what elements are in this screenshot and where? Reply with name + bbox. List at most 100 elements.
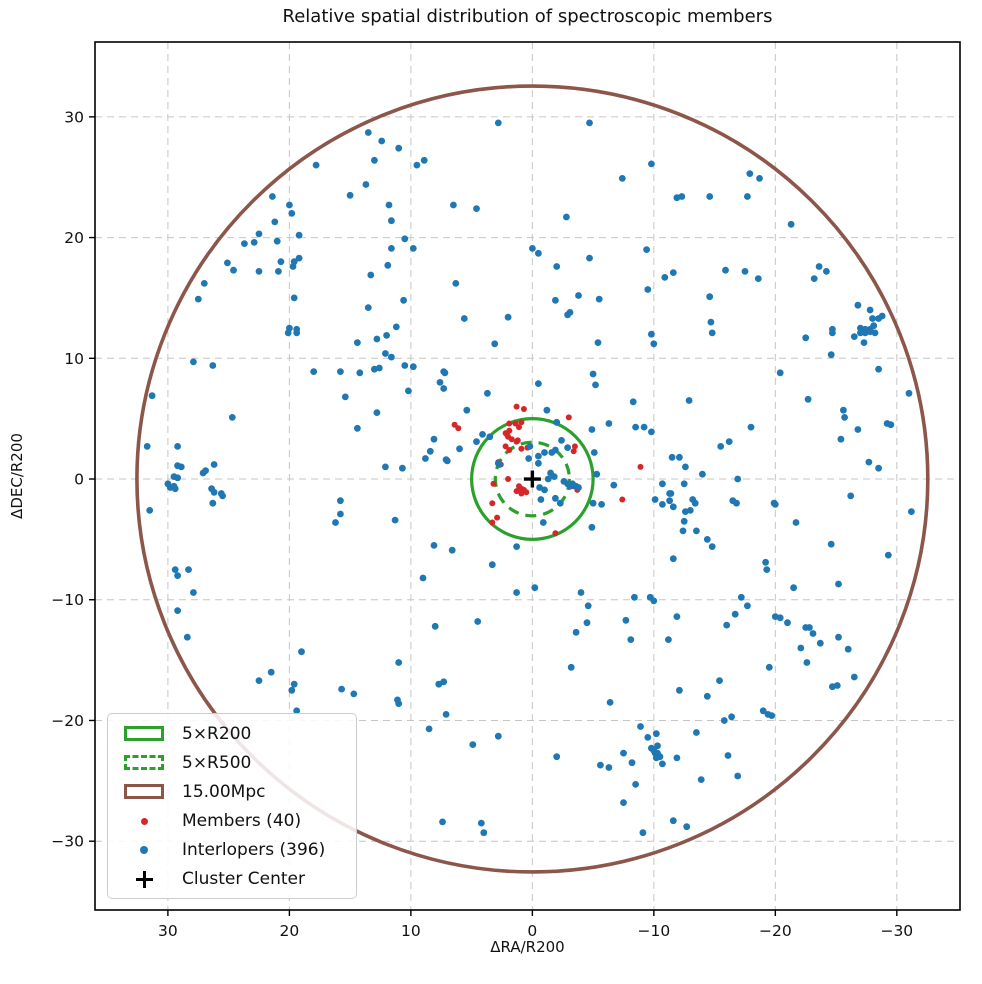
- interloper-point: [288, 686, 296, 694]
- interloper-point: [850, 673, 858, 681]
- interloper-point: [618, 175, 626, 182]
- interloper-point: [567, 663, 575, 671]
- interloper-point: [373, 335, 381, 343]
- interloper-point: [405, 387, 412, 395]
- interloper-point: [550, 473, 558, 480]
- plot-frame: [94, 41, 961, 911]
- interloper-point: [558, 437, 565, 444]
- interloper-point: [250, 239, 258, 246]
- interloper-point: [809, 630, 817, 637]
- reference-circle: [135, 84, 930, 874]
- interloper-point: [659, 480, 666, 488]
- interloper-point: [763, 566, 771, 573]
- interloper-point: [816, 639, 824, 647]
- interloper-point: [535, 452, 542, 460]
- interloper-point: [535, 249, 542, 257]
- interloper-point: [367, 271, 375, 279]
- interloper-point: [200, 280, 208, 287]
- interloper-point: [564, 444, 571, 451]
- interloper-point: [680, 517, 688, 525]
- interloper-point: [255, 677, 263, 684]
- y-axis-label: ΔDEC/R200: [8, 433, 26, 519]
- interloper-point: [388, 245, 395, 252]
- interloper-point: [871, 329, 879, 337]
- interloper-point: [385, 201, 393, 209]
- interloper-point: [535, 380, 542, 387]
- interloper-point: [553, 418, 561, 426]
- interloper-point: [676, 453, 683, 461]
- interloper-point: [553, 263, 561, 270]
- legend-item-members: Members (40): [118, 807, 356, 836]
- interloper-point: [827, 540, 835, 548]
- interloper-point: [526, 443, 534, 450]
- member-point: [494, 514, 501, 521]
- cluster-center-cross-icon: [118, 870, 170, 888]
- interloper-point: [659, 501, 666, 508]
- interloper-point: [267, 668, 275, 676]
- interloper-point: [190, 358, 197, 366]
- interloper-point: [744, 193, 751, 200]
- interloper-point: [337, 497, 344, 505]
- interloper-point: [584, 602, 592, 610]
- interloper-point: [875, 365, 882, 373]
- interloper-point: [469, 741, 477, 748]
- interloper-point: [350, 690, 358, 698]
- interloper-point: [588, 523, 596, 531]
- x-tick-label: −30: [880, 922, 913, 940]
- interloper-point: [803, 659, 811, 666]
- interloper-point: [293, 329, 301, 337]
- legend-item-mpc: 15.00Mpc: [118, 777, 356, 806]
- interloper-point: [756, 175, 763, 182]
- member-point: [508, 436, 515, 443]
- interloper-point: [632, 781, 639, 788]
- interloper-point: [589, 370, 597, 378]
- interloper-point: [722, 266, 729, 274]
- interloper-point: [371, 156, 378, 164]
- interloper-point: [650, 340, 658, 348]
- interloper-point: [513, 543, 520, 550]
- interloper-point: [648, 160, 655, 168]
- interloper-point: [792, 519, 800, 526]
- interloper-point: [606, 699, 614, 706]
- member-point: [513, 403, 520, 410]
- interloper-point: [648, 428, 655, 436]
- member-point: [513, 488, 520, 495]
- interloper-point: [430, 435, 438, 443]
- interloper-point: [441, 369, 449, 377]
- interloper-point: [452, 280, 460, 287]
- legend: 5×R200 5×R500 15.00Mpc Members (40) Inte…: [107, 713, 357, 899]
- reference-circle: [493, 440, 572, 518]
- interloper-point: [275, 268, 282, 275]
- interloper-point: [477, 819, 485, 827]
- interloper-point: [269, 193, 276, 200]
- interloper-point: [486, 433, 494, 441]
- member-point: [490, 480, 497, 487]
- interloper-point: [312, 161, 320, 169]
- interloper-point: [529, 245, 536, 252]
- interloper-point: [654, 742, 661, 750]
- interloper-point: [631, 593, 638, 601]
- interloper-point: [673, 754, 681, 762]
- interloper-point: [644, 286, 652, 293]
- interloper-point: [395, 700, 403, 707]
- interloper-point: [552, 446, 559, 454]
- interloper-point: [594, 339, 602, 346]
- interloper-point: [541, 486, 548, 494]
- interloper-point: [847, 492, 855, 500]
- interloper-point: [707, 318, 715, 326]
- interloper-point: [648, 330, 655, 338]
- interloper-point: [716, 677, 723, 684]
- interloper-point: [667, 490, 675, 497]
- interloper-point: [597, 761, 604, 769]
- interloper-point: [392, 323, 400, 331]
- interloper-point: [494, 732, 502, 740]
- interloper-point: [833, 682, 841, 689]
- interloper-point: [665, 636, 672, 643]
- interloper-point: [420, 156, 428, 164]
- x-tick-label: 10: [401, 922, 421, 940]
- member-point: [571, 443, 578, 450]
- interloper-point: [673, 613, 681, 620]
- y-tick-label: −30: [51, 833, 84, 851]
- interloper-point: [224, 259, 231, 267]
- member-point: [451, 421, 458, 428]
